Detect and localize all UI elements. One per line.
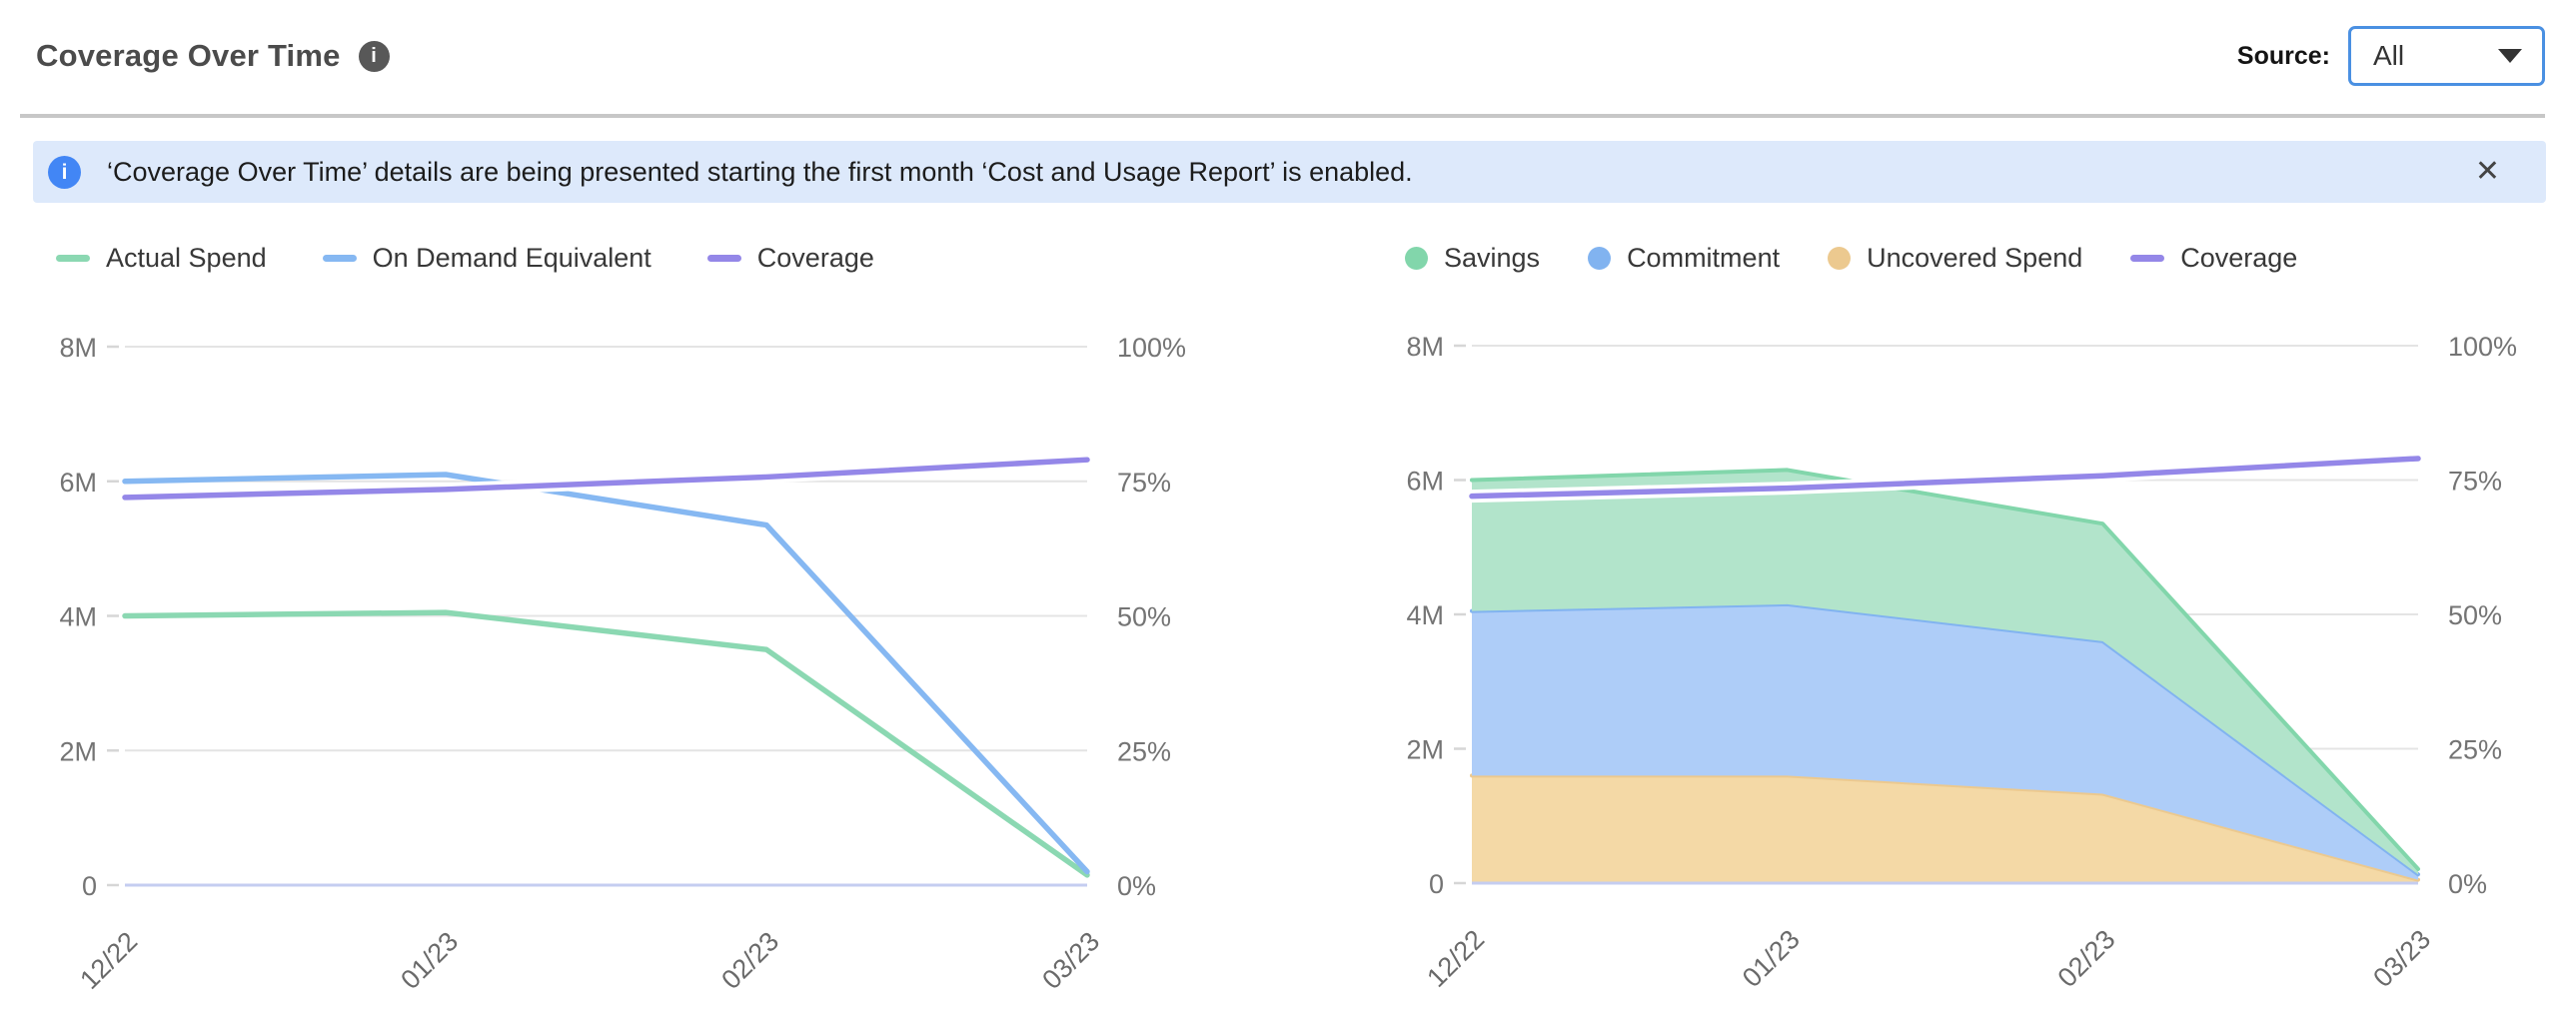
y-axis-label-right: 25% — [2448, 735, 2502, 765]
x-axis-label: 02/23 — [2052, 924, 2121, 993]
y-axis-label-left: 6M — [59, 468, 97, 498]
area-commitment — [1472, 603, 2418, 880]
y-axis-label-left: 4M — [1406, 600, 1444, 630]
uncovered-spend-dot-icon — [1828, 246, 1852, 270]
info-banner: i ‘Coverage Over Time’ details are being… — [33, 141, 2546, 203]
x-axis-label: 01/23 — [395, 926, 464, 995]
legend-label: Coverage — [2180, 242, 2298, 273]
legend-label: Uncovered Spend — [1867, 242, 2083, 273]
y-axis-label-right: 50% — [1117, 602, 1171, 632]
x-axis-label: 03/23 — [1036, 926, 1105, 995]
title-info-icon[interactable]: i — [358, 40, 390, 72]
actual-spend-line-icon — [56, 254, 90, 262]
spend-lines-chart: 8M 100% 6M 75% 4M 50% 2M 25% 0 0% 12/22 01/23 02/23 0… — [40, 312, 1189, 1011]
series-actual-spend — [122, 609, 1090, 878]
x-axis-label: 01/23 — [1737, 924, 1806, 993]
source-dropdown[interactable]: All — [2348, 26, 2545, 86]
coverage-line-icon — [706, 254, 741, 262]
y-axis-label-left: 4M — [59, 602, 97, 632]
commitment-dot-icon — [1588, 246, 1612, 270]
coverage-stacked-svg: 8M 100% 6M 75% 4M 50% 2M 25% 0 0% 12/22 01/23 02/23 0… — [1406, 332, 2517, 993]
x-axis-label: 03/23 — [2367, 924, 2436, 993]
x-axis-label: 02/23 — [715, 926, 784, 995]
legend-label: Commitment — [1627, 242, 1781, 273]
left-chart-legend: Actual Spend On Demand Equivalent Coverage — [56, 238, 874, 278]
legend-label: Actual Spend — [106, 242, 267, 273]
coverage-stacked-chart: 8M 100% 6M 75% 4M 50% 2M 25% 0 0% 12/22 01/23 02/23 0… — [1389, 312, 2574, 1011]
chevron-down-icon — [2498, 49, 2522, 63]
y-axis-label-left: 8M — [59, 333, 97, 363]
legend-item-actual-spend[interactable]: Actual Spend — [56, 243, 267, 274]
legend-label: Savings — [1444, 242, 1541, 273]
y-axis-label-right: 50% — [2448, 600, 2502, 630]
right-chart-legend: Savings Commitment Uncovered Spend Coverage — [1405, 238, 2297, 278]
y-axis-label-right: 25% — [1117, 736, 1171, 766]
panel-header: Coverage Over Time i — [36, 0, 390, 112]
series-on-demand-equivalent — [122, 472, 1090, 875]
y-axis-label-right: 75% — [2448, 467, 2502, 497]
y-axis-label-right: 0% — [2448, 869, 2487, 899]
savings-dot-icon — [1405, 246, 1428, 270]
source-selected-value: All — [2373, 40, 2405, 71]
source-label: Source: — [2236, 41, 2330, 70]
y-axis-label-left: 0 — [1429, 869, 1444, 899]
legend-label: Coverage — [756, 242, 874, 273]
y-axis-label-right: 100% — [2448, 332, 2517, 362]
close-icon: ✕ — [2474, 155, 2500, 188]
y-axis-label-right: 75% — [1117, 468, 1171, 498]
y-axis-label-left: 6M — [1406, 467, 1444, 497]
legend-item-commitment[interactable]: Commitment — [1588, 243, 1780, 274]
legend-item-uncovered-spend[interactable]: Uncovered Spend — [1828, 243, 2082, 274]
coverage-line-icon — [2130, 254, 2165, 262]
series-coverage — [1469, 456, 2421, 500]
series-coverage — [122, 457, 1090, 501]
on-demand-equivalent-line-icon — [322, 254, 357, 262]
legend-label: On Demand Equivalent — [372, 242, 651, 273]
y-axis-label-left: 2M — [59, 736, 97, 766]
x-axis-label: 12/22 — [74, 926, 143, 995]
area-savings — [1472, 470, 2418, 875]
banner-close-button[interactable]: ✕ — [2463, 141, 2512, 203]
legend-item-coverage[interactable]: Coverage — [706, 242, 874, 274]
area-edge-savings — [1470, 468, 2420, 871]
x-axis-label: 12/22 — [1421, 924, 1490, 993]
area-edge-uncovered-spend — [1470, 773, 2420, 882]
y-axis-label-left: 8M — [1406, 332, 1444, 362]
legend-item-coverage[interactable]: Coverage — [2130, 243, 2297, 274]
spend-lines-svg: 8M 100% 6M 75% 4M 50% 2M 25% 0 0% 12/22 01/23 02/23 0… — [59, 333, 1186, 995]
y-axis-label-right: 0% — [1117, 871, 1156, 901]
source-filter: Source: All — [2237, 0, 2545, 112]
y-axis-label-left: 2M — [1406, 735, 1444, 765]
y-axis-label-left: 0 — [82, 871, 97, 901]
header-divider — [20, 114, 2545, 118]
page-title: Coverage Over Time — [36, 38, 341, 73]
legend-item-savings[interactable]: Savings — [1405, 243, 1540, 274]
area-uncovered-spend — [1472, 775, 2418, 883]
info-icon: i — [48, 155, 81, 189]
legend-item-on-demand-equivalent[interactable]: On Demand Equivalent — [322, 242, 651, 274]
banner-text: ‘Coverage Over Time’ details are being p… — [107, 156, 1413, 187]
y-axis-label-right: 100% — [1117, 333, 1186, 363]
